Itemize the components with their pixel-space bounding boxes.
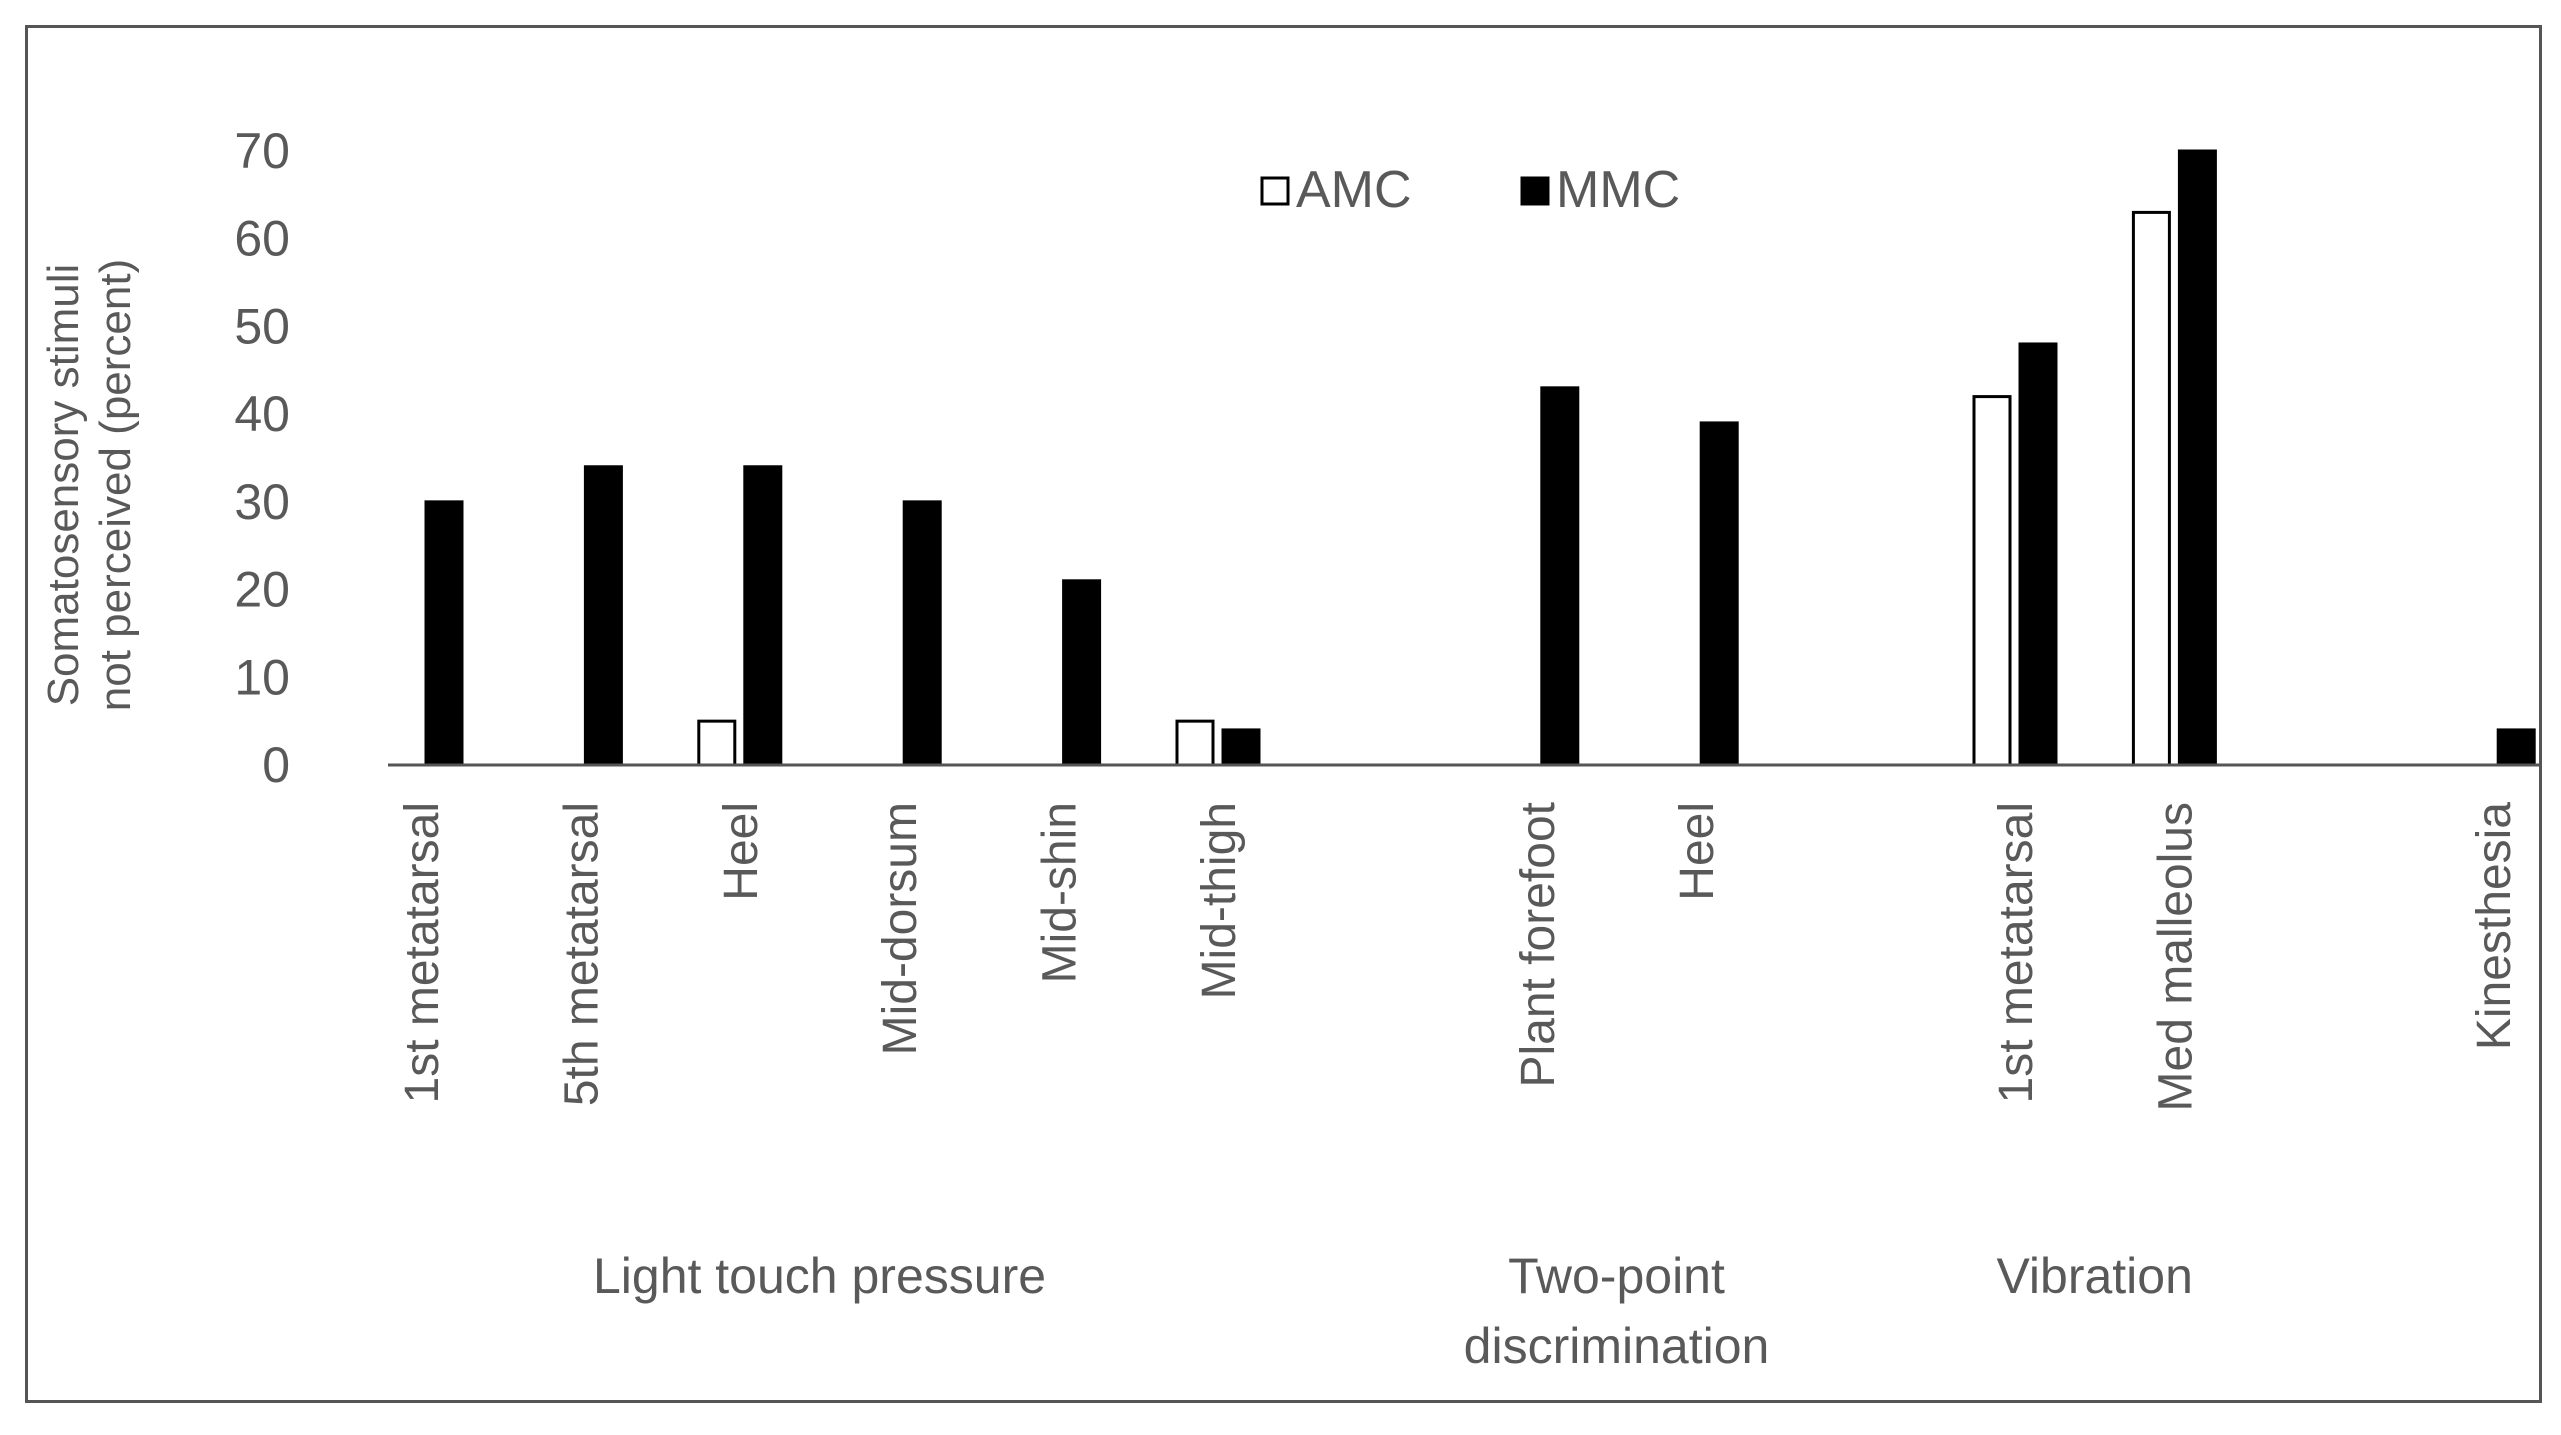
- y-tick-label: 0: [262, 737, 290, 793]
- category-label: Med malleolus: [2149, 802, 2202, 1111]
- bar-amc: [1972, 395, 2012, 767]
- category-label: Mid-shin: [1034, 802, 1087, 983]
- y-tick-label: 50: [234, 298, 290, 354]
- y-tick-label: 60: [234, 211, 290, 267]
- legend-swatch-mmc: [1520, 176, 1550, 206]
- legend-label: AMC: [1296, 161, 1412, 219]
- category-label: Heel: [1671, 802, 1724, 901]
- category-label: 1st metatarsal: [396, 802, 449, 1103]
- group-label: Vibration: [1996, 1248, 2192, 1304]
- y-tick-label: 30: [234, 474, 290, 530]
- bar-mmc: [1062, 579, 1102, 767]
- category-label: 5th metatarsal: [555, 802, 608, 1106]
- category-label: Plant forefoot: [1512, 802, 1565, 1088]
- chart-frame: [25, 25, 2542, 1403]
- y-axis-title: Somatosensory stimuli: [39, 264, 88, 707]
- bar-amc: [2131, 210, 2171, 767]
- bar-amc: [1175, 719, 1215, 767]
- bar-mmc: [2177, 149, 2217, 767]
- y-axis-title: not perceived (percent): [91, 259, 140, 711]
- legend-swatch-amc: [1260, 176, 1290, 206]
- bar-mmc: [2496, 728, 2536, 767]
- bar-mmc: [424, 500, 464, 767]
- category-label: Heel: [715, 802, 768, 901]
- y-tick-label: 70: [234, 123, 290, 179]
- category-label: Kinesthesia: [2468, 802, 2521, 1050]
- category-label: Mid-thigh: [1193, 802, 1246, 999]
- bar-mmc: [583, 465, 623, 767]
- bar-mmc: [1699, 421, 1739, 767]
- y-tick-label: 20: [234, 562, 290, 618]
- bar-mmc: [1221, 728, 1261, 767]
- y-tick-label: 10: [234, 649, 290, 705]
- y-tick-label: 40: [234, 386, 290, 442]
- legend-label: MMC: [1556, 161, 1680, 219]
- bar-amc: [697, 719, 737, 767]
- category-label: Mid-dorsum: [874, 802, 927, 1055]
- group-label: discrimination: [1464, 1318, 1770, 1374]
- category-label: 1st metatarsal: [1990, 802, 2043, 1103]
- bar-mmc: [1540, 386, 1580, 767]
- bar-mmc: [743, 465, 783, 767]
- group-label: Two-point: [1508, 1248, 1725, 1304]
- bar-mmc: [902, 500, 942, 767]
- bar-mmc: [2018, 342, 2058, 767]
- group-label: Light touch pressure: [593, 1248, 1046, 1304]
